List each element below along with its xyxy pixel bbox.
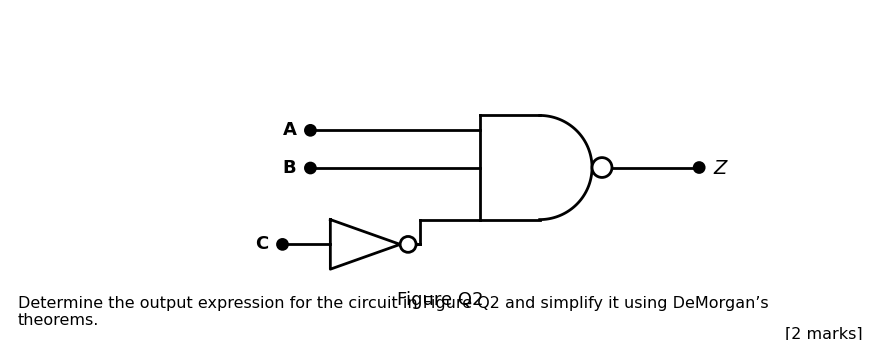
Text: Determine the output expression for the circuit in Figure Q2 and simplify it usi: Determine the output expression for the … [18, 296, 768, 328]
Text: Figure Q2: Figure Q2 [397, 291, 483, 309]
Circle shape [592, 158, 612, 177]
Text: [2 marks]: [2 marks] [785, 326, 862, 340]
Circle shape [400, 236, 416, 252]
Circle shape [305, 163, 315, 173]
Text: C: C [255, 235, 268, 253]
Circle shape [277, 239, 288, 249]
Circle shape [694, 163, 704, 172]
Circle shape [305, 125, 315, 135]
Text: B: B [282, 159, 297, 177]
Text: Z: Z [713, 158, 727, 177]
Text: A: A [282, 121, 297, 139]
